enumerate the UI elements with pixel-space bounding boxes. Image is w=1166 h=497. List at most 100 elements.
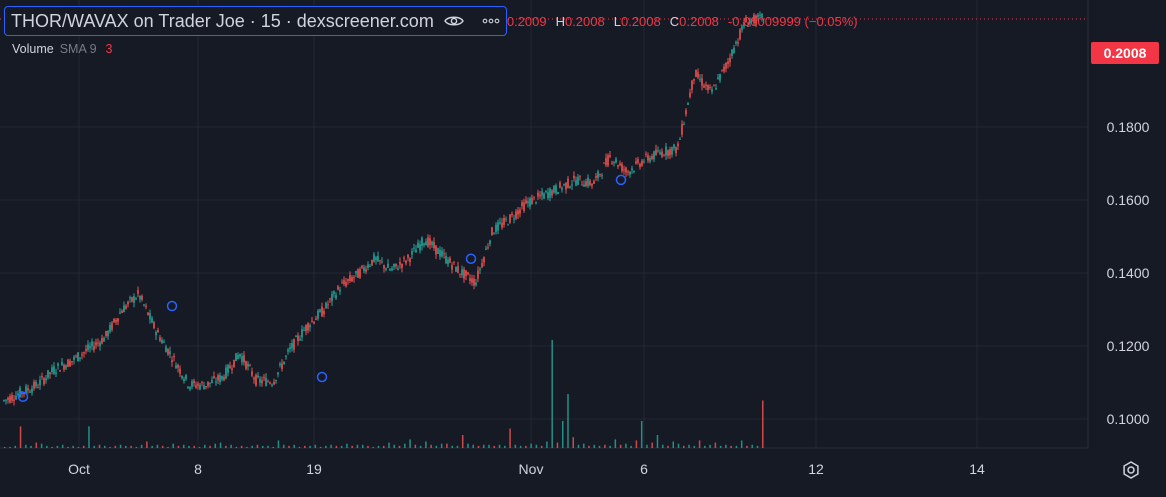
volume-bar	[98, 444, 101, 448]
candle-body	[541, 191, 543, 196]
candle-body	[511, 213, 513, 215]
volume-bar	[546, 441, 548, 448]
volume-bar	[19, 426, 22, 448]
candle-body	[203, 385, 205, 390]
volume-bar	[688, 444, 690, 448]
candle-body	[133, 296, 135, 303]
candle-body	[561, 187, 563, 190]
candle-body	[531, 198, 533, 205]
volume-bar	[330, 444, 332, 448]
candle-body	[525, 200, 527, 204]
volume-bar	[388, 442, 390, 448]
gear-icon[interactable]	[1120, 459, 1142, 481]
volume-bar	[625, 443, 627, 448]
volume-bar	[140, 444, 143, 448]
candle-body	[483, 257, 485, 263]
eye-icon[interactable]	[444, 14, 464, 28]
volume-bar	[82, 445, 85, 448]
chart-legend: THOR/WAVAX on Trader Joe · 15 · dexscree…	[4, 6, 867, 36]
candle-body	[287, 349, 289, 352]
candle-body	[199, 384, 201, 390]
candle-body	[263, 377, 265, 379]
candle-body	[357, 269, 359, 278]
candle-body	[683, 123, 685, 125]
candle-body	[359, 269, 361, 278]
candle-body	[123, 305, 125, 313]
candle-body	[343, 280, 345, 285]
candle-body	[221, 376, 223, 380]
candle-body	[375, 257, 377, 260]
candle-body	[607, 155, 609, 166]
symbol-title-box[interactable]: THOR/WAVAX on Trader Joe · 15 · dexscree…	[4, 6, 507, 36]
candle-body	[691, 80, 693, 90]
candle-body	[313, 321, 315, 324]
candle-body	[677, 143, 679, 147]
candle-body	[469, 278, 471, 282]
volume-bar	[672, 441, 675, 448]
candle-body	[513, 218, 515, 220]
candle-body	[145, 305, 147, 307]
volume-bar	[425, 441, 427, 448]
volume-bar	[61, 444, 64, 448]
candle-body	[215, 381, 217, 383]
candle-body	[587, 177, 589, 186]
candle-body	[635, 161, 637, 164]
volume-bar	[404, 443, 406, 448]
candle-body	[377, 255, 379, 262]
candle-body	[657, 150, 659, 152]
volume-bar	[267, 445, 269, 448]
candle-body	[49, 372, 51, 375]
candle-body	[383, 265, 385, 269]
volume-bar	[683, 445, 685, 448]
volume-bar	[519, 445, 522, 448]
candle-body	[11, 395, 13, 401]
candle-body	[701, 78, 703, 86]
volume-bar	[435, 445, 438, 448]
volume-bar	[583, 443, 585, 448]
candle-body	[269, 382, 271, 384]
candle-body	[487, 247, 489, 249]
candle-body	[257, 375, 259, 378]
more-horizontal-icon[interactable]	[482, 18, 500, 24]
candle-body	[713, 85, 715, 87]
last-price-badge: 0.2008	[1091, 42, 1159, 64]
candle-body	[209, 382, 211, 384]
candle-body	[455, 266, 457, 272]
candle-body	[241, 356, 243, 363]
candle-body	[39, 379, 41, 386]
volume-bar	[130, 445, 132, 448]
volume-bar	[498, 444, 501, 448]
candle-body	[291, 342, 293, 349]
candle-body	[79, 357, 81, 359]
candle-body	[261, 380, 263, 384]
candle-body	[421, 237, 423, 247]
candle-body	[279, 363, 281, 366]
candle-body	[171, 360, 173, 363]
event-marker	[465, 253, 477, 264]
volume-bar	[530, 443, 532, 448]
candle-body	[753, 14, 755, 24]
candle-body	[403, 257, 405, 259]
candle-body	[129, 297, 131, 299]
volume-bar	[725, 444, 727, 448]
volume-bar	[514, 444, 517, 448]
volume-legend[interactable]: Volume SMA 9 3	[12, 42, 112, 56]
candle-body	[119, 312, 121, 314]
candle-body	[229, 365, 231, 369]
candle-body	[559, 182, 561, 188]
time-axis: Oct 8 19 Nov 6 12 14	[68, 461, 985, 477]
candle-body	[391, 268, 393, 271]
candle-body	[475, 282, 477, 286]
candle-body	[485, 248, 487, 250]
candle-body	[489, 240, 491, 245]
candle-body	[27, 388, 29, 391]
volume-bar	[225, 445, 227, 448]
volume-bar	[483, 444, 485, 448]
candle-body	[139, 295, 141, 300]
candle-body	[177, 364, 179, 368]
volume-bar	[430, 444, 432, 448]
candle-body	[77, 352, 79, 362]
candle-body	[709, 86, 711, 88]
candle-body	[517, 210, 519, 215]
